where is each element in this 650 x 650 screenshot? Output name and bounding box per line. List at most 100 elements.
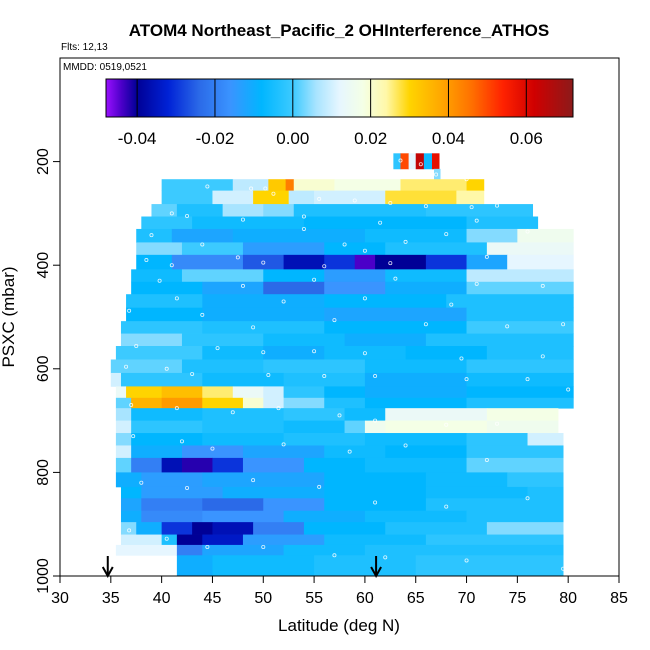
heatmap-cell bbox=[242, 457, 305, 473]
heatmap-cell bbox=[263, 281, 325, 295]
sample-point bbox=[185, 213, 190, 218]
sample-point bbox=[484, 457, 489, 462]
heatmap-cell bbox=[324, 534, 427, 546]
heatmap-cells bbox=[110, 153, 574, 577]
heatmap-cell bbox=[466, 321, 574, 334]
chart-title: ATOM4 Northeast_Pacific_2 OHInterference… bbox=[129, 21, 549, 40]
heatmap-cell bbox=[324, 498, 427, 512]
heatmap-cell bbox=[141, 498, 203, 512]
colorbar-tick-label: -0.02 bbox=[196, 129, 235, 148]
flights-label: Flts: 12,13 bbox=[61, 42, 108, 53]
x-tick-label: 40 bbox=[153, 590, 171, 607]
heatmap-cell bbox=[202, 534, 244, 546]
heatmap-cell bbox=[161, 457, 183, 473]
sample-point bbox=[127, 528, 132, 533]
sample-point bbox=[362, 296, 367, 301]
sample-point bbox=[474, 218, 479, 223]
heatmap-cell bbox=[344, 420, 366, 434]
heatmap-cell bbox=[131, 269, 183, 283]
heatmap-cell bbox=[486, 408, 559, 421]
heatmap-cell bbox=[263, 397, 284, 409]
heatmap-cell bbox=[486, 522, 564, 535]
heatmap-cell bbox=[151, 204, 178, 217]
x-tick-label: 85 bbox=[610, 590, 628, 607]
sample-point bbox=[205, 184, 210, 189]
sample-point bbox=[235, 255, 240, 260]
heatmap-cell bbox=[517, 228, 574, 243]
sample-point bbox=[561, 566, 566, 571]
heatmap-cell bbox=[285, 179, 295, 192]
sample-point bbox=[464, 177, 469, 182]
sample-point bbox=[261, 350, 266, 355]
heatmap-cell bbox=[364, 386, 467, 399]
x-tick-label: 80 bbox=[559, 590, 577, 607]
heatmap-cell bbox=[364, 359, 467, 374]
heatmap-cell bbox=[181, 269, 264, 283]
heatmap-cell bbox=[385, 281, 467, 295]
sample-point bbox=[444, 232, 449, 237]
heatmap-cell bbox=[408, 153, 417, 170]
heatmap-cell bbox=[324, 386, 366, 399]
heatmap-cell bbox=[161, 534, 178, 546]
heatmap-cell bbox=[126, 294, 203, 309]
heatmap-cell bbox=[527, 433, 564, 446]
heatmap-cell bbox=[263, 359, 366, 374]
sample-point bbox=[249, 186, 254, 191]
heatmap-cell bbox=[431, 153, 440, 170]
heatmap-cell bbox=[192, 216, 305, 230]
heatmap-cell bbox=[181, 333, 264, 347]
colorbar-tick-label: 0.02 bbox=[354, 129, 387, 148]
heatmap-cell bbox=[385, 242, 488, 256]
x-tick-label: 70 bbox=[458, 590, 476, 607]
heatmap-cell bbox=[161, 522, 193, 535]
heatmap-cell bbox=[192, 522, 213, 535]
sample-point bbox=[139, 480, 144, 485]
sample-point bbox=[261, 544, 266, 549]
x-tick-label: 35 bbox=[102, 590, 120, 607]
heatmap-cell bbox=[364, 420, 386, 434]
heatmap-cell bbox=[314, 555, 417, 577]
heatmap-cell bbox=[446, 294, 574, 309]
heatmap-cell bbox=[385, 190, 457, 205]
heatmap-cell bbox=[527, 486, 564, 499]
heatmap-cell bbox=[283, 386, 325, 399]
heatmap-cell bbox=[242, 254, 284, 270]
heatmap-cell bbox=[283, 420, 345, 434]
heatmap-cell bbox=[120, 321, 203, 334]
heatmap-cell bbox=[314, 190, 386, 205]
heatmap-cell bbox=[161, 386, 203, 399]
sample-point bbox=[251, 478, 256, 483]
heatmap-cell bbox=[466, 254, 508, 270]
heatmap-cell bbox=[222, 486, 325, 499]
heatmap-cell bbox=[263, 346, 325, 360]
heatmap-cell bbox=[283, 510, 366, 523]
x-tick-label: 75 bbox=[508, 590, 526, 607]
sample-point bbox=[423, 204, 428, 209]
sample-point bbox=[169, 263, 174, 268]
heatmap-cell bbox=[202, 433, 284, 446]
heatmap-cell bbox=[466, 372, 574, 387]
sample-point bbox=[444, 504, 449, 509]
sample-point bbox=[301, 226, 306, 231]
heatmap-cell bbox=[131, 281, 203, 295]
heatmap-cell bbox=[466, 216, 539, 230]
heatmap-cell bbox=[364, 544, 564, 556]
sample-point bbox=[505, 324, 510, 329]
colorbar-gradient bbox=[105, 78, 574, 118]
heatmap-cell bbox=[324, 472, 427, 488]
sample-point bbox=[484, 254, 489, 259]
heatmap-cell bbox=[268, 179, 287, 192]
heatmap-cell bbox=[120, 534, 163, 546]
heatmap-cell bbox=[202, 346, 264, 360]
heatmap-cell bbox=[344, 333, 427, 347]
sample-point bbox=[474, 281, 479, 286]
heatmap-cell bbox=[171, 254, 244, 270]
heatmap-cell bbox=[202, 294, 325, 309]
colorbar-tick-label: 0.00 bbox=[276, 129, 309, 148]
x-tick-label: 55 bbox=[305, 590, 323, 607]
heatmap-cell bbox=[202, 408, 284, 421]
plot-frame bbox=[59, 57, 620, 577]
heatmap-cell bbox=[115, 420, 132, 434]
heatmap-cell bbox=[400, 179, 467, 192]
